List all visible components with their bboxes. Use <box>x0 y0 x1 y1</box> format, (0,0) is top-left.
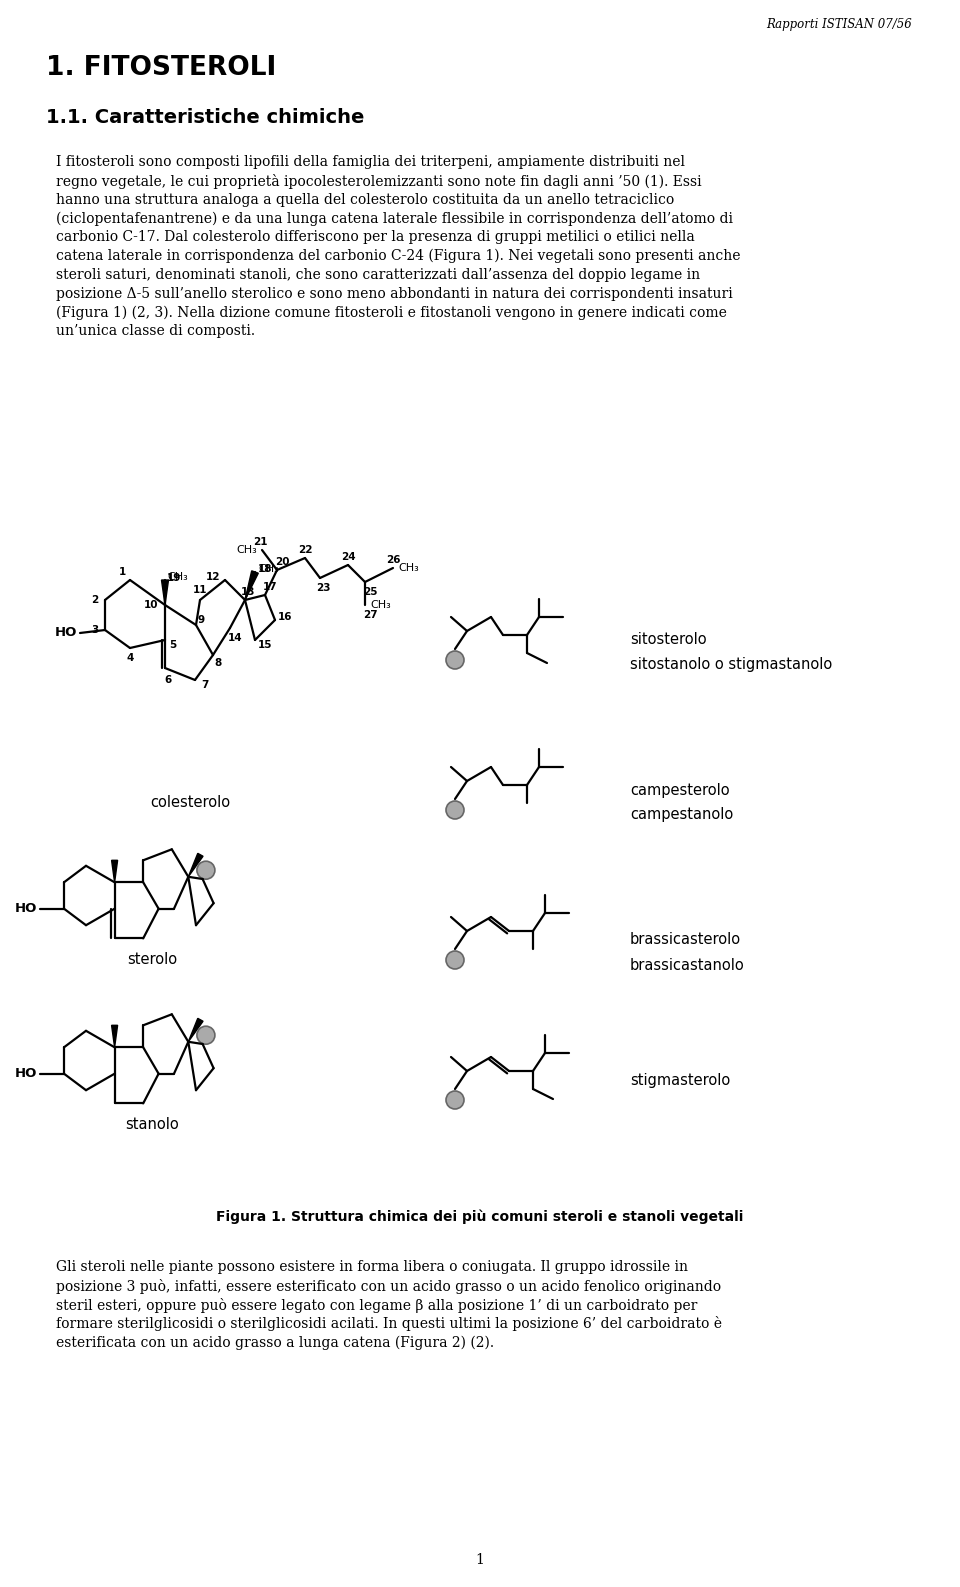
Text: posizione Δ-5 sull’anello sterolico e sono meno abbondanti in natura dei corrisp: posizione Δ-5 sull’anello sterolico e so… <box>56 287 732 300</box>
Text: 23: 23 <box>316 582 330 594</box>
Text: catena laterale in corrispondenza del carbonio C-24 (Figura 1). Nei vegetali son: catena laterale in corrispondenza del ca… <box>56 249 740 263</box>
Text: 1: 1 <box>475 1554 485 1566</box>
Text: formare sterilglicosidi o sterilglicosidi acilati. In questi ultimi la posizione: formare sterilglicosidi o sterilglicosid… <box>56 1316 722 1331</box>
Text: 25: 25 <box>363 587 377 597</box>
Ellipse shape <box>446 951 464 970</box>
Polygon shape <box>161 579 169 605</box>
Text: (Figura 1) (2, 3). Nella dizione comune fitosteroli e fitostanoli vengono in gen: (Figura 1) (2, 3). Nella dizione comune … <box>56 305 727 321</box>
Text: CH₃: CH₃ <box>258 563 278 574</box>
Text: regno vegetale, le cui proprietà ipocolesterolemizzanti sono note fin dagli anni: regno vegetale, le cui proprietà ipocole… <box>56 175 702 189</box>
Text: sitosterolo: sitosterolo <box>630 633 707 647</box>
Polygon shape <box>111 1025 117 1047</box>
Text: 21: 21 <box>252 536 267 548</box>
Text: CH₃: CH₃ <box>236 544 257 555</box>
Text: 15: 15 <box>257 640 273 651</box>
Text: 6: 6 <box>164 674 172 686</box>
Text: 13: 13 <box>241 587 255 597</box>
Text: carbonio C-17. Dal colesterolo differiscono per la presenza di gruppi metilici o: carbonio C-17. Dal colesterolo differisc… <box>56 230 695 244</box>
Polygon shape <box>188 1019 203 1041</box>
Text: 1.1. Caratteristiche chimiche: 1.1. Caratteristiche chimiche <box>46 108 365 127</box>
Text: 7: 7 <box>202 679 208 690</box>
Text: 18: 18 <box>258 563 273 574</box>
Text: 26: 26 <box>386 555 400 565</box>
Text: HO: HO <box>14 1066 36 1081</box>
Text: 11: 11 <box>193 586 207 595</box>
Text: Gli steroli nelle piante possono esistere in forma libera o coniugata. Il gruppo: Gli steroli nelle piante possono esister… <box>56 1260 688 1274</box>
Text: I fitosteroli sono composti lipofili della famiglia dei triterpeni, ampiamente d: I fitosteroli sono composti lipofili del… <box>56 156 685 168</box>
Text: 5: 5 <box>169 640 177 651</box>
Text: campesterolo: campesterolo <box>630 782 730 798</box>
Text: 19: 19 <box>167 573 181 582</box>
Text: stigmasterolo: stigmasterolo <box>630 1073 731 1087</box>
Text: steril esteri, oppure può essere legato con legame β alla posizione 1’ di un car: steril esteri, oppure può essere legato … <box>56 1298 697 1312</box>
Text: campestanolo: campestanolo <box>630 808 733 822</box>
Text: 24: 24 <box>341 552 355 562</box>
Text: 14: 14 <box>228 633 242 643</box>
Text: HO: HO <box>55 627 77 640</box>
Text: hanno una struttura analoga a quella del colesterolo costituita da un anello tet: hanno una struttura analoga a quella del… <box>56 192 674 206</box>
Text: CH₃: CH₃ <box>167 571 188 582</box>
Text: colesterolo: colesterolo <box>150 795 230 809</box>
Text: CH₃: CH₃ <box>398 563 419 573</box>
Text: brassicasterolo: brassicasterolo <box>630 933 741 947</box>
Text: 1: 1 <box>118 567 126 578</box>
Text: brassicastanolo: brassicastanolo <box>630 957 745 973</box>
Text: 3: 3 <box>91 625 99 635</box>
Ellipse shape <box>197 862 215 879</box>
Text: 4: 4 <box>127 652 133 663</box>
Polygon shape <box>245 571 258 600</box>
Text: un’unica classe di composti.: un’unica classe di composti. <box>56 324 255 338</box>
Text: 12: 12 <box>205 571 220 582</box>
Ellipse shape <box>197 1027 215 1044</box>
Text: (ciclopentafenantrene) e da una lunga catena laterale flessibile in corrisponden: (ciclopentafenantrene) e da una lunga ca… <box>56 211 733 225</box>
Text: 20: 20 <box>275 557 289 567</box>
Text: Figura 1. Struttura chimica dei più comuni steroli e stanoli vegetali: Figura 1. Struttura chimica dei più comu… <box>216 1209 744 1225</box>
Text: Rapporti ISTISAN 07/56: Rapporti ISTISAN 07/56 <box>766 17 912 32</box>
Text: sterolo: sterolo <box>127 952 177 966</box>
Ellipse shape <box>446 1090 464 1109</box>
Text: stanolo: stanolo <box>125 1117 179 1132</box>
Text: sitostanolo o stigmastanolo: sitostanolo o stigmastanolo <box>630 657 832 673</box>
Text: 10: 10 <box>144 600 158 609</box>
Text: 17: 17 <box>263 582 277 592</box>
Text: 1. FITOSTEROLI: 1. FITOSTEROLI <box>46 56 276 81</box>
Text: CH₃: CH₃ <box>370 600 391 609</box>
Text: HO: HO <box>14 901 36 916</box>
Text: 9: 9 <box>198 616 204 625</box>
Text: 8: 8 <box>214 659 222 668</box>
Text: steroli saturi, denominati stanoli, che sono caratterizzati dall’assenza del dop: steroli saturi, denominati stanoli, che … <box>56 268 700 282</box>
Text: 2: 2 <box>91 595 99 605</box>
Ellipse shape <box>446 651 464 670</box>
Text: 16: 16 <box>277 613 292 622</box>
Text: 27: 27 <box>363 609 377 621</box>
Ellipse shape <box>446 801 464 819</box>
Text: 22: 22 <box>298 544 312 555</box>
Text: esterificata con un acido grasso a lunga catena (Figura 2) (2).: esterificata con un acido grasso a lunga… <box>56 1335 494 1349</box>
Polygon shape <box>188 854 203 876</box>
Polygon shape <box>111 860 117 882</box>
Text: posizione 3 può, infatti, essere esterificato con un acido grasso o un acido fen: posizione 3 può, infatti, essere esterif… <box>56 1279 721 1293</box>
